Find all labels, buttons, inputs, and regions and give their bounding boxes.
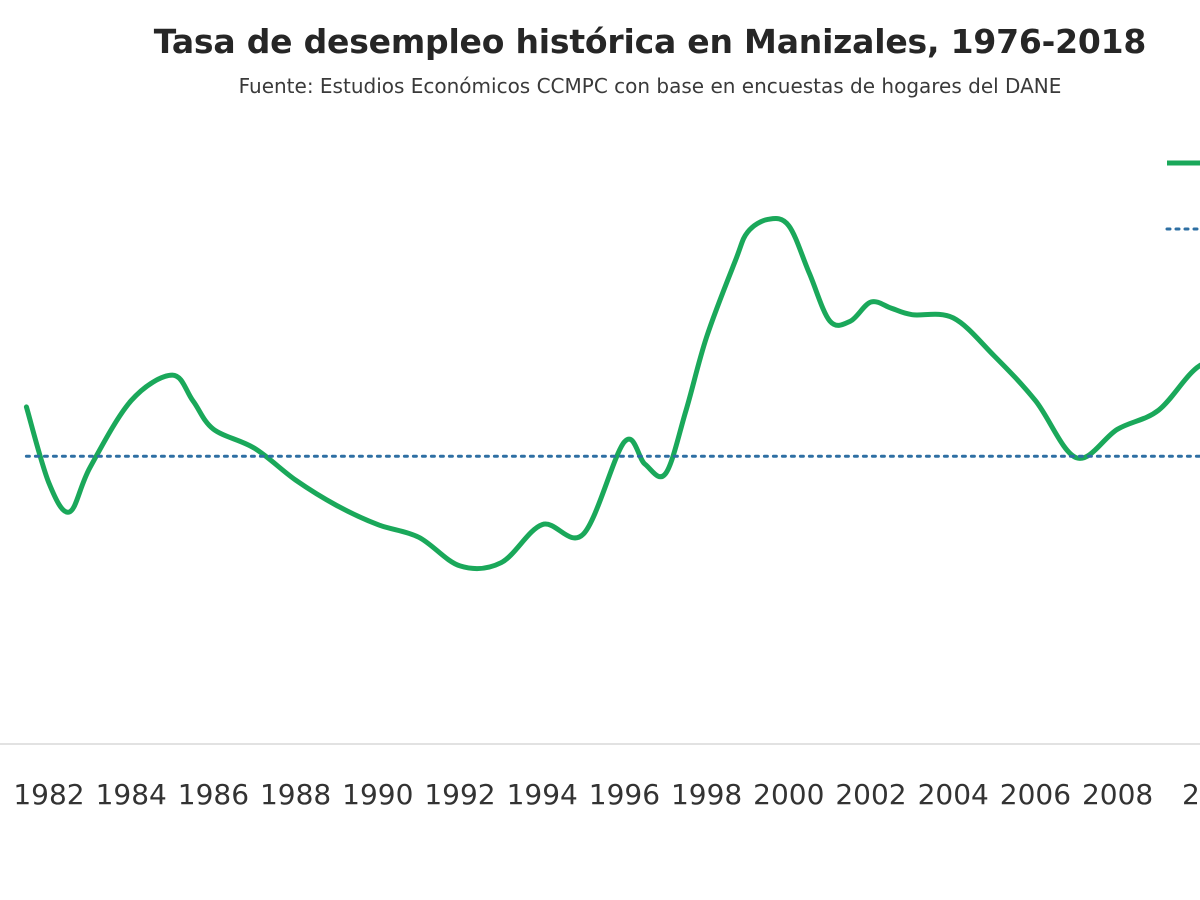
x-tick-label: 2002 [835, 778, 906, 811]
chart-subtitle: Fuente: Estudios Económicos CCMPC con ba… [238, 74, 1062, 98]
legend [1165, 160, 1200, 231]
x-tick-label: 2006 [1000, 778, 1071, 811]
chart-title: Tasa de desempleo histórica en Manizales… [153, 22, 1147, 61]
x-tick-label: 20 [1182, 778, 1200, 811]
x-tick-label: 1988 [260, 778, 331, 811]
x-tick-label: 1986 [178, 778, 249, 811]
x-tick-label: 1992 [424, 778, 495, 811]
x-tick-label: 1996 [589, 778, 660, 811]
x-tick-label: 2008 [1082, 778, 1153, 811]
x-tick-label: 2000 [753, 778, 824, 811]
series-lines [23, 215, 1200, 572]
x-tick-label: 1982 [13, 778, 84, 811]
x-tick-label: 1994 [507, 778, 578, 811]
x-tick-label: 1998 [671, 778, 742, 811]
series-line-unemployment [23, 215, 1200, 572]
x-tick-labels: 1982 1984 1986 1988 1990 1992 1994 1996 1998 2000… [13, 778, 1200, 811]
x-tick-label: 2004 [918, 778, 989, 811]
x-tick-label: 1990 [342, 778, 413, 811]
x-tick-label: 1984 [96, 778, 167, 811]
